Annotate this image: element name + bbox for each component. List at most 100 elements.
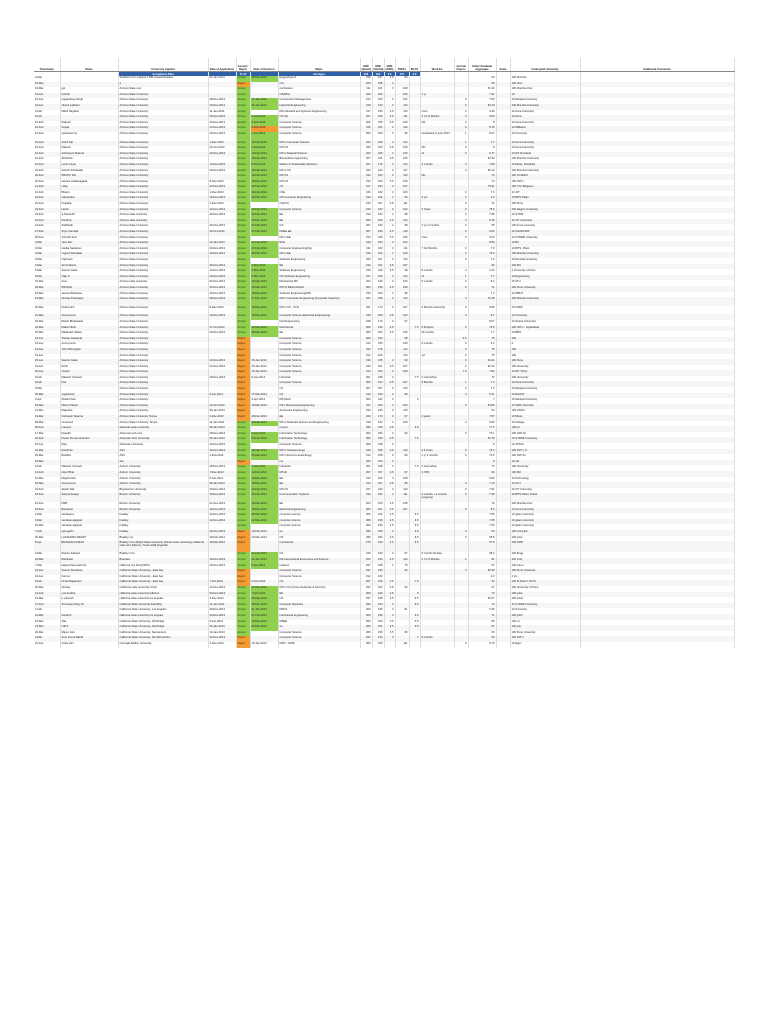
table-cell: Accept [236,258,251,264]
table-row: 20-Mar Buddha ASU 1-Feb-2014 Accept 25-Mar-20… [34,454,735,460]
table-cell: N/L [420,120,455,127]
table-cell: MS Mech [278,398,361,404]
column-header: Undergrad University [510,58,581,72]
table-cell [496,370,511,376]
table-cell: 10 COEP [510,305,581,315]
table-cell: 3 Years [420,207,455,214]
table-cell [580,331,735,337]
table-cell: 313 [360,482,373,488]
table-cell: 322 [360,151,373,158]
table-cell: 22-Jan [34,641,61,648]
table-cell: 2 Yrs 6 Months [420,115,455,121]
table-cell: 113 [395,258,410,264]
table-cell: 4 [384,291,396,298]
table-cell [454,319,469,326]
table-cell: 24-Mar [34,325,61,332]
table-cell: 10 Manipal University [510,387,581,393]
table-cell: MS Industrial and Systems Engineering [278,109,361,116]
table-cell: 119 [395,558,410,564]
table-cell: 16-Feb-2014 [250,501,279,508]
table-cell: 3 [384,392,396,399]
table-cell [409,131,421,141]
table-cell [454,459,469,466]
table-cell: Computer Science [278,359,361,365]
table-row: 10-Feb Rakesh Arizona State University 29-O… [34,146,735,152]
table-cell [580,103,735,110]
table-cell: Accept [236,185,251,191]
table-cell [580,258,735,264]
table-cell [496,347,511,354]
table-cell: 316 [360,359,373,365]
table-cell: Accept [236,325,251,332]
table-cell: Accept [236,263,251,270]
table-cell: MS in Environmental Engg [278,454,361,460]
table-cell: 17-Mar-2014 [250,392,279,399]
table-cell: 10 Anna University [510,381,581,388]
table-cell: 0 [454,403,469,410]
table-cell [250,426,279,432]
table-cell: Arizona State University [118,103,209,110]
table-cell [496,81,511,88]
table-cell: Mahesh Yamsani [60,375,119,382]
table-cell: Reject [236,336,251,343]
table-cell [395,398,410,404]
table-cell [409,641,421,648]
table-cell: Reject [236,359,251,365]
table-cell: 109 [395,190,410,197]
table-cell: 317 [360,274,373,281]
table-cell: 169 [372,552,385,559]
table-cell [580,291,735,298]
table-cell: Accept [236,454,251,460]
table-cell: 8.86 [468,305,497,315]
table-cell [420,190,455,197]
table-cell [420,76,455,82]
table-cell: 98 [395,336,410,343]
table-cell [580,131,735,141]
table-cell: 114 [395,347,410,354]
table-cell: Reject [236,353,251,360]
table-cell: 168 [372,443,385,449]
table-row: 3-Mar Yogesh Manaikar Arizona State Univer… [34,252,735,258]
table-cell: MS IN MECH ENGG [278,285,361,292]
table-cell: 2 Yrs 8 Months [420,558,455,564]
table-cell [409,569,421,575]
table-cell: 25-Mar-2014 [250,597,279,603]
table-cell [454,513,469,519]
table-cell: 11-Jan-2014 [208,109,237,116]
table-cell: Bradley Univ (Bright State University (I… [118,541,209,553]
table-cell: MS CS [278,179,361,186]
table-cell: Anish Sai [60,140,119,147]
table-cell [580,241,735,247]
table-cell: Arizona State University [118,246,209,253]
table-cell [580,558,735,564]
table-cell: 322 [360,140,373,147]
table-cell: 317 [360,185,373,191]
table-cell: 3.5 [384,630,396,637]
table-cell: 60 [468,470,497,477]
table-cell: 2-Dec-2013 [208,202,237,208]
column-header: Name [60,58,119,72]
table-cell: Pari [60,381,119,388]
table-cell: 308 [360,443,373,449]
table-cell: 28-Feb-2014 [250,252,279,258]
table-cell: 9-Feb [34,375,61,382]
table-cell: 23-Jan-2014 [250,103,279,110]
table-cell [496,146,511,152]
table-cell: 292 [360,602,373,609]
table-cell: 73.91 [468,185,497,191]
table-cell [420,437,455,443]
table-cell: 10 Anna University [510,120,581,127]
table-cell: 10 University [510,314,581,320]
table-cell [454,398,469,404]
table-cell: 3.5 [384,202,396,208]
table-cell [496,353,511,360]
table-cell: Arizona State University [118,336,209,343]
table-cell: 323 [360,558,373,564]
table-cell: 1-Feb [34,608,61,615]
table-cell: 100 CMR [510,541,581,553]
table-cell [250,319,279,326]
table-cell: 3.5 [384,558,396,564]
table-cell: 113 [395,487,410,494]
table-cell [454,574,469,581]
table-cell: 102 [395,98,410,104]
